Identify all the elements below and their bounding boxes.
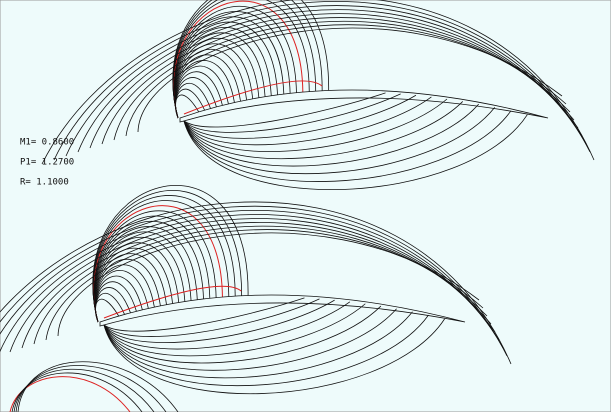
page: M1= 0.8600 P1= 1.2700 R= 1.1000 (() => {…: [0, 0, 611, 412]
annotation: R= 1.1000: [20, 178, 69, 188]
annotation: M1= 0.8600: [20, 138, 74, 148]
contour-figure: M1= 0.8600 P1= 1.2700 R= 1.1000: [0, 0, 611, 412]
annotation: P1= 1.2700: [20, 158, 74, 168]
